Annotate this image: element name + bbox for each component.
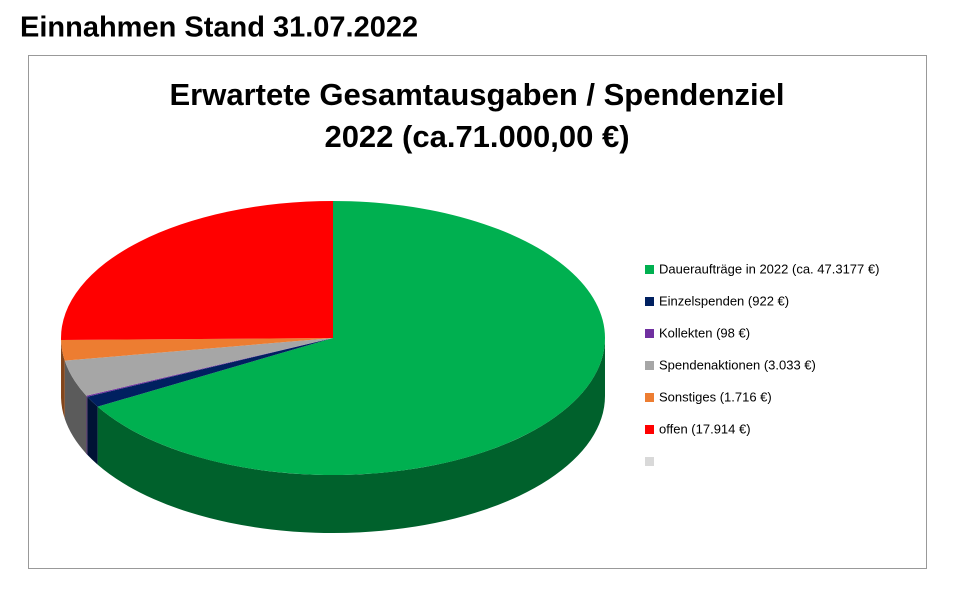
legend-label: Daueraufträge in 2022 (ca. 47.3177 €)	[659, 261, 879, 276]
slice-side	[97, 338, 605, 533]
pie-slice	[64, 338, 333, 396]
legend-swatch	[645, 329, 654, 338]
legend-swatch	[645, 457, 654, 466]
page-heading: Einnahmen Stand 31.07.2022	[20, 12, 418, 44]
pie-slice	[86, 338, 333, 397]
pie-slice	[61, 201, 334, 340]
legend-swatch	[645, 297, 654, 306]
pie-slice	[87, 338, 333, 407]
legend-label: Kollekten (98 €)	[659, 325, 750, 340]
legend-swatch	[645, 393, 654, 402]
legend-swatch	[645, 425, 654, 434]
chart-title: 2022 (ca.71.000,00 €)	[324, 119, 629, 154]
legend-swatch	[645, 361, 654, 370]
legend-swatch	[645, 265, 654, 274]
slice-side	[61, 339, 65, 419]
legend-label: offen (17.914 €)	[659, 421, 751, 436]
pie-slice	[61, 338, 333, 361]
legend-label: Einzelspenden (922 €)	[659, 293, 789, 308]
slice-side	[86, 395, 88, 455]
slice-side	[87, 396, 98, 465]
legend-label: Spendenaktionen (3.033 €)	[659, 357, 816, 372]
slice-side	[64, 360, 87, 454]
chart-title: Erwartete Gesamtausgaben / Spendenziel	[169, 77, 784, 112]
pie-slice	[97, 201, 605, 476]
legend-label: Sonstiges (1.716 €)	[659, 389, 772, 404]
